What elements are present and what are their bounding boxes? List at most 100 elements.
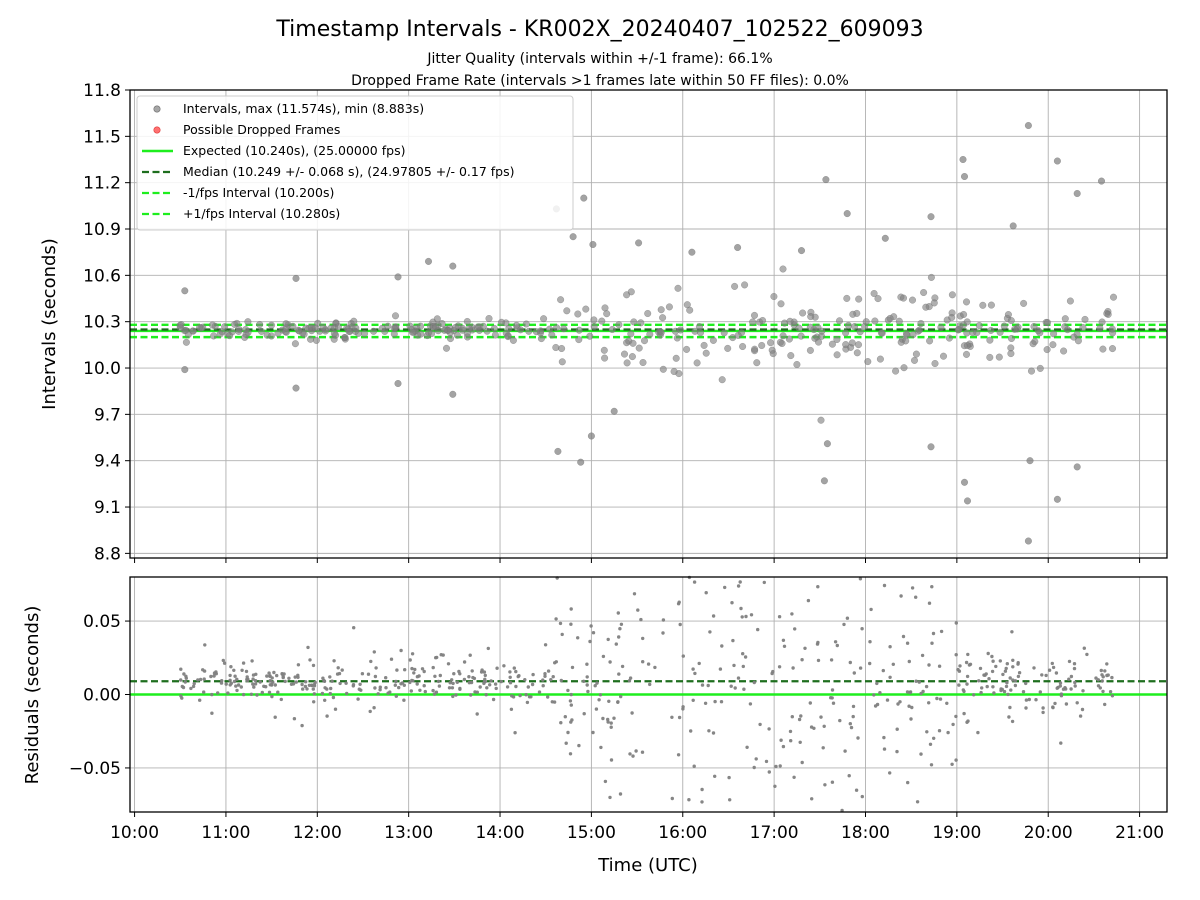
residual-point — [418, 688, 422, 692]
residual-point — [800, 760, 804, 765]
interval-point — [1104, 310, 1112, 318]
interval-point — [274, 329, 282, 337]
residual-point — [729, 684, 733, 688]
residual-point — [376, 692, 380, 696]
interval-point — [871, 317, 879, 325]
residual-point — [325, 714, 329, 718]
interval-point — [1079, 323, 1087, 332]
interval-point — [979, 301, 987, 309]
interval-point — [332, 331, 340, 339]
interval-point — [688, 248, 696, 256]
residual-point — [451, 681, 455, 686]
interval-point — [449, 390, 457, 398]
residual-point — [450, 678, 454, 682]
residual-point — [905, 690, 910, 694]
interval-point — [759, 316, 767, 325]
residual-point — [711, 614, 716, 618]
residual-point — [344, 681, 348, 685]
residual-point — [731, 638, 735, 643]
residual-point — [523, 678, 527, 682]
residual-point — [771, 669, 775, 674]
residual-point — [1040, 673, 1044, 677]
residual-point — [489, 679, 493, 683]
interval-point — [973, 329, 981, 337]
residual-point — [235, 677, 239, 681]
interval-point — [785, 335, 793, 343]
interval-point — [628, 353, 636, 361]
residual-point — [549, 678, 553, 682]
residual-point — [483, 673, 487, 678]
interval-point — [1099, 345, 1107, 353]
residual-point — [569, 607, 573, 611]
interval-point — [548, 331, 556, 339]
residual-point — [281, 675, 285, 679]
interval-point — [1009, 222, 1017, 230]
residual-point — [198, 677, 203, 682]
residual-point — [630, 711, 634, 715]
residual-point — [703, 701, 708, 705]
residual-point — [1064, 687, 1068, 691]
y-tick-label: 11.8 — [83, 81, 121, 101]
residual-point — [791, 666, 795, 670]
residual-point — [1011, 678, 1015, 682]
residual-point — [437, 684, 442, 688]
bottom-plot-residual-points — [179, 575, 1115, 813]
x-tick-label: 14:00 — [476, 823, 525, 843]
residual-point — [1051, 705, 1055, 710]
interval-point — [1109, 293, 1118, 301]
residual-point — [255, 693, 259, 697]
residual-point — [224, 682, 228, 686]
interval-point — [221, 323, 229, 331]
interval-point — [786, 317, 794, 325]
interval-point — [390, 324, 398, 332]
interval-point — [226, 332, 234, 340]
residual-point — [551, 675, 555, 679]
residual-point — [402, 683, 406, 687]
interval-point — [1070, 333, 1078, 341]
interval-point — [833, 335, 841, 344]
interval-point — [350, 317, 358, 325]
residual-point — [488, 683, 492, 687]
residual-point — [965, 682, 969, 686]
residual-point — [595, 681, 599, 685]
interval-point — [491, 331, 499, 339]
interval-point — [505, 325, 513, 333]
residual-point — [1051, 665, 1056, 670]
interval-point — [1029, 340, 1037, 348]
residual-point — [730, 601, 734, 605]
interval-point — [795, 324, 803, 332]
interval-point — [620, 350, 629, 358]
residual-point — [677, 715, 682, 720]
residual-point — [800, 658, 804, 662]
residual-point — [485, 686, 489, 690]
interval-point — [516, 326, 525, 334]
residual-point — [1058, 681, 1063, 685]
interval-point — [1000, 322, 1008, 330]
residual-point — [692, 580, 697, 584]
residual-point — [700, 683, 705, 687]
residual-point — [990, 654, 994, 659]
residual-point — [323, 698, 327, 702]
residual-point — [868, 661, 872, 666]
y-tick-label: 11.5 — [83, 127, 121, 147]
residual-point — [1106, 673, 1110, 677]
interval-point — [987, 301, 995, 309]
residual-point — [558, 621, 563, 626]
residual-point — [858, 577, 863, 581]
interval-point — [463, 333, 472, 341]
residual-point — [1044, 673, 1048, 678]
interval-point — [446, 335, 455, 343]
residual-point — [198, 698, 202, 702]
residual-point — [762, 580, 766, 585]
residual-point — [779, 738, 783, 742]
residual-point — [483, 677, 487, 681]
residual-point — [691, 667, 695, 671]
residual-point — [930, 641, 934, 645]
residual-point — [978, 666, 983, 671]
residual-point — [1085, 652, 1089, 657]
residual-point — [311, 687, 315, 691]
residual-point — [1073, 684, 1077, 688]
interval-point — [1074, 337, 1082, 345]
residual-point — [711, 731, 716, 735]
